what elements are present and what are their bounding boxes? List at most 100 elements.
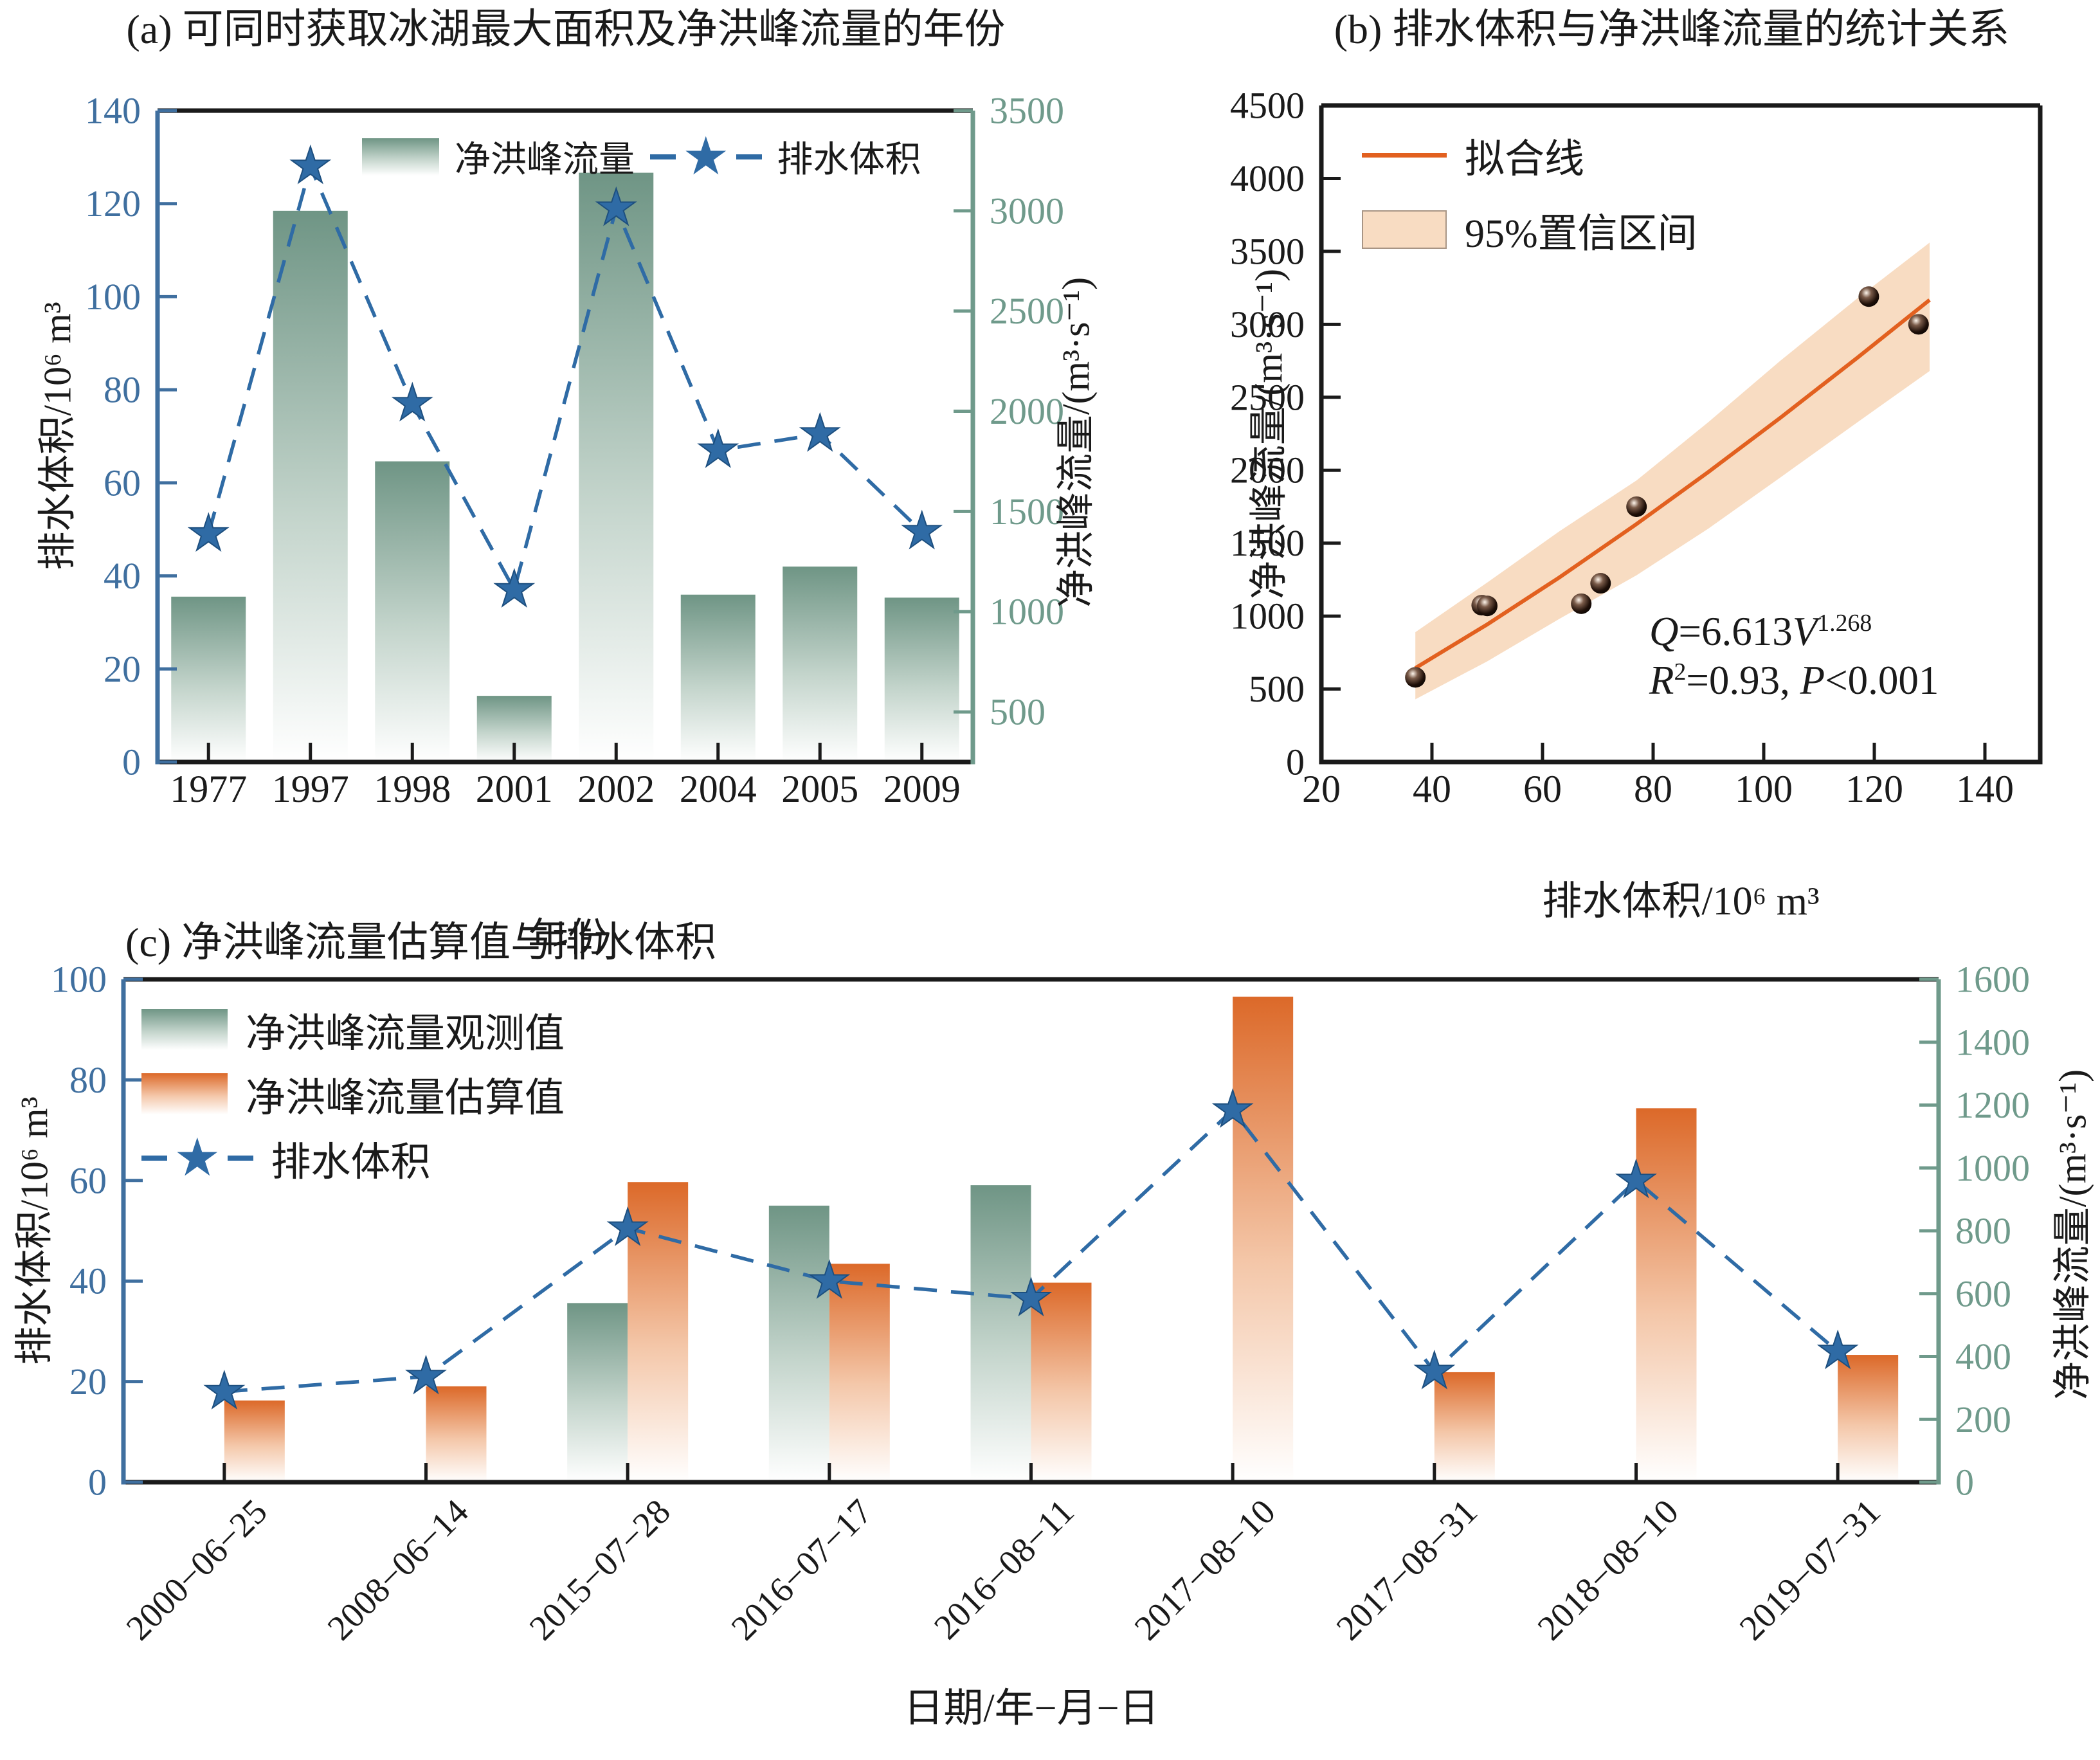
x-tick-label: 2009 <box>883 768 961 810</box>
panel-a-y-tick-label: 1000 <box>990 591 1064 633</box>
star-marker <box>1816 1329 1859 1370</box>
bar-estimated <box>1434 1372 1495 1482</box>
panel-a-y-tick-label: 0 <box>122 741 141 783</box>
panel-a-y-tick-label: 1500 <box>990 491 1064 532</box>
panel-b-y-tick-label: 2000 <box>1230 449 1305 491</box>
confidence-band <box>1415 242 1930 700</box>
star-marker <box>1615 1158 1658 1199</box>
legend-row-fit-line: 拟合线 <box>1362 126 1697 184</box>
x-tick-label: 60 <box>1523 768 1562 810</box>
star-line-marker: ★ <box>141 1127 253 1188</box>
star-marker <box>1413 1349 1456 1390</box>
panel-a-y-tick-label: 500 <box>990 691 1045 733</box>
panel-c-x-axis-label: 日期/年−月−日 <box>903 1687 1159 1730</box>
x-tick-label: 2001 <box>476 768 553 810</box>
bar-estimated <box>426 1386 487 1482</box>
panel-c-y-tick-label: 20 <box>69 1361 107 1402</box>
panel-c-right-axis-label: 净洪峰流量/(m³·s⁻¹) <box>2051 1069 2094 1401</box>
scatter-point <box>1626 496 1647 517</box>
star-line-marker: ★ <box>650 125 762 187</box>
scatter-point <box>1571 593 1592 614</box>
volume-line <box>206 161 923 595</box>
x-tick-label: 2002 <box>577 768 655 810</box>
scatter-point <box>1908 314 1929 335</box>
panel-a-y-tick-label: 120 <box>85 183 141 224</box>
legend-label-fit: 拟合线 <box>1465 138 1585 181</box>
panel-a-legend: 净洪峰流量 ★ 排水体积 <box>362 125 921 187</box>
panel-b-y-tick-label: 0 <box>1286 741 1305 783</box>
star-icon: ★ <box>682 125 730 187</box>
panel-c-legend: 净洪峰流量观测值 净洪峰流量估算值 ★ 排水体积 <box>141 1001 565 1187</box>
star-marker <box>606 1206 649 1246</box>
panel-a-y-tick-label: 80 <box>104 369 141 411</box>
x-tick-label: 140 <box>1956 768 2014 810</box>
bar-discharge <box>680 594 756 762</box>
legend-label-observed: 净洪峰流量观测值 <box>246 1012 565 1056</box>
star-marker <box>187 512 230 552</box>
panel-c-left-axis-label: 排水体积/10⁶ m³ <box>13 1096 56 1365</box>
star-marker <box>808 1258 851 1299</box>
bar-discharge <box>783 567 858 762</box>
panel-c-y-tick-label: 0 <box>88 1462 107 1503</box>
bar-estimated <box>1233 996 1294 1482</box>
panel-b-y-tick-label: 4500 <box>1230 85 1305 127</box>
scatter-point <box>1590 573 1611 594</box>
star-marker <box>1009 1276 1053 1317</box>
panel-b-y-tick-label: 1000 <box>1230 595 1305 637</box>
x-tick-label: 120 <box>1845 768 1903 810</box>
x-tick-label: 40 <box>1413 768 1451 810</box>
annotation-stats: R2=0.93, P<0.001 <box>1649 657 1939 703</box>
ci-band-swatch <box>1362 210 1447 249</box>
panel-c-y-tick-label: 1200 <box>1955 1084 2030 1126</box>
panel-c-y-tick-label: 1600 <box>1955 959 2030 1001</box>
star-marker <box>391 381 433 422</box>
legend-swatch-orange <box>141 1073 228 1114</box>
legend-row-observed: 净洪峰流量观测值 <box>141 1001 565 1058</box>
legend-row-volume: ★ 排水体积 <box>141 1129 565 1187</box>
legend-label-estimated: 净洪峰流量估算值 <box>246 1076 565 1120</box>
dash-icon <box>650 154 676 159</box>
panel-b-y-tick-label: 500 <box>1249 668 1305 710</box>
panel-b-y-tick-label: 3000 <box>1230 304 1305 345</box>
panel-c-y-tick-label: 800 <box>1955 1210 2011 1252</box>
legend-swatch-green <box>362 138 439 176</box>
legend-label-volume: 排水体积 <box>271 1141 431 1184</box>
scatter-point <box>1405 667 1426 688</box>
star-marker <box>697 428 739 468</box>
bar-discharge <box>884 597 959 762</box>
dash-icon <box>736 154 762 159</box>
star-icon: ★ <box>174 1127 221 1188</box>
bar-discharge <box>171 596 246 762</box>
panel-a-y-tick-label: 140 <box>85 90 141 132</box>
dash-icon <box>227 1156 253 1161</box>
x-tick-label: 80 <box>1634 768 1672 810</box>
legend-swatch-green <box>141 1009 228 1050</box>
star-marker <box>901 509 943 550</box>
x-tick-label: 2004 <box>680 768 757 810</box>
fit-line-swatch <box>1362 152 1447 158</box>
star-marker <box>289 144 332 185</box>
bar-estimated <box>1636 1108 1697 1482</box>
legend-label-bar: 净洪峰流量 <box>455 140 635 180</box>
dash-icon <box>141 1156 167 1161</box>
bar-estimated <box>224 1400 285 1482</box>
star-marker <box>493 568 536 608</box>
panel-a-y-tick-label: 2500 <box>990 290 1064 332</box>
star-marker <box>595 186 637 226</box>
panel-c-y-tick-label: 1000 <box>1955 1147 2030 1189</box>
bar-discharge <box>375 461 450 762</box>
panel-a-y-tick-label: 20 <box>104 648 141 690</box>
star-marker <box>1211 1088 1254 1128</box>
panel-a-y-tick-label: 2000 <box>990 390 1064 432</box>
panel-a-y-tick-label: 3500 <box>990 90 1064 132</box>
bar-observed <box>567 1303 628 1482</box>
panel-b-x-axis-label: 排水体积/10⁶ m³ <box>1542 880 1820 923</box>
panel-a-right-axis-label: 净洪峰流量/(m³·s⁻¹) <box>1055 277 1098 608</box>
panel-a-x-axis-label: 年份 <box>527 916 608 960</box>
bar-observed <box>768 1205 829 1482</box>
bar-estimated <box>829 1264 890 1482</box>
panel-c-y-tick-label: 600 <box>1955 1273 2011 1314</box>
scatter-point <box>1477 595 1498 617</box>
